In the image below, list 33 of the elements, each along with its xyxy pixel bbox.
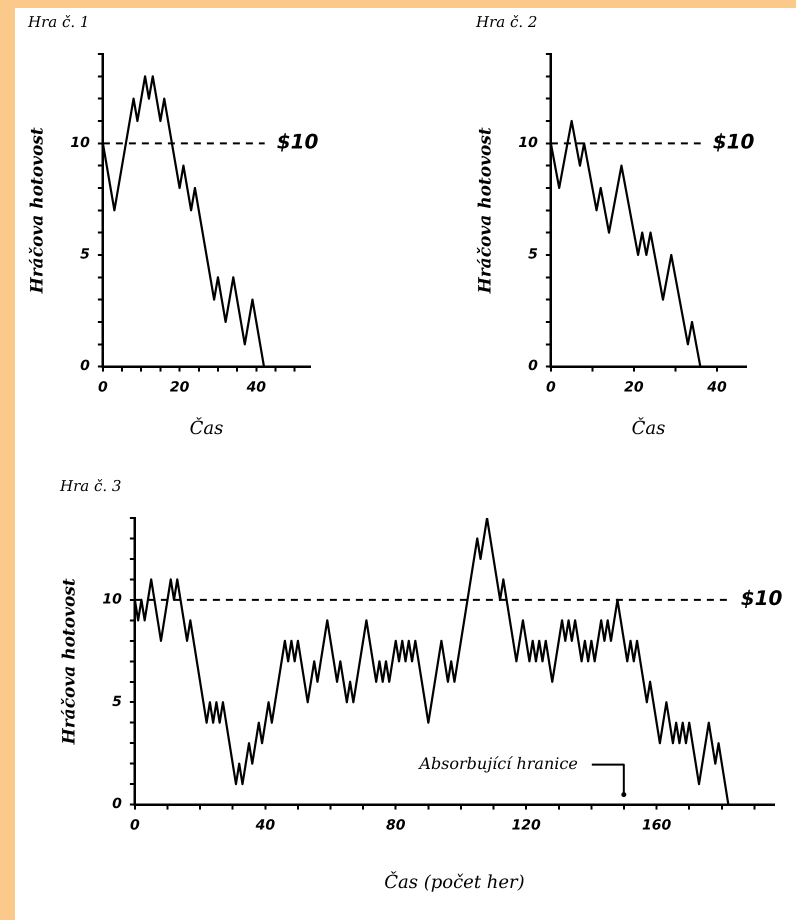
x-axis-title: Čas (počet her) xyxy=(384,870,525,893)
y-axis-title: Hráčova hotovost xyxy=(60,578,80,746)
x-tick-label: 0 xyxy=(546,380,556,396)
y-tick-label: 5 xyxy=(528,246,538,263)
chart-title: Hra č. 3 xyxy=(59,476,122,495)
ref-line-label: $10 xyxy=(276,130,319,154)
x-axis-title: Čas xyxy=(190,416,224,439)
ref-line-label: $10 xyxy=(740,586,783,610)
ref-line-label: $10 xyxy=(712,130,755,154)
x-tick-label: 80 xyxy=(386,818,406,834)
y-axis-title: Hráčova hotovost xyxy=(28,127,48,294)
y-tick-label: 10 xyxy=(70,134,90,151)
x-tick-label: 120 xyxy=(512,818,542,834)
y-tick-label: 0 xyxy=(112,796,122,812)
chart-title: Hra č. 1 xyxy=(27,12,90,31)
x-tick-label: 40 xyxy=(706,380,727,396)
y-tick-label: 0 xyxy=(528,358,538,374)
y-tick-label: 5 xyxy=(80,246,90,263)
x-tick-label: 160 xyxy=(642,818,672,834)
y-tick-label: 5 xyxy=(112,694,122,710)
y-tick-label: 10 xyxy=(102,592,122,608)
y-tick-label: 0 xyxy=(80,358,90,374)
x-tick-label: 40 xyxy=(246,380,266,396)
x-axis-title: Čas xyxy=(632,416,666,439)
y-tick-label: 10 xyxy=(518,134,538,151)
x-tick-label: 0 xyxy=(98,380,108,396)
y-axis-title: Hráčova hotovost xyxy=(476,127,496,294)
x-tick-label: 40 xyxy=(254,818,276,834)
chart-title: Hra č. 2 xyxy=(475,12,538,31)
x-tick-label: 20 xyxy=(624,380,644,396)
annotation: Absorbující hranice xyxy=(417,754,578,773)
x-tick-label: 0 xyxy=(130,818,140,834)
x-tick-label: 20 xyxy=(170,380,190,396)
